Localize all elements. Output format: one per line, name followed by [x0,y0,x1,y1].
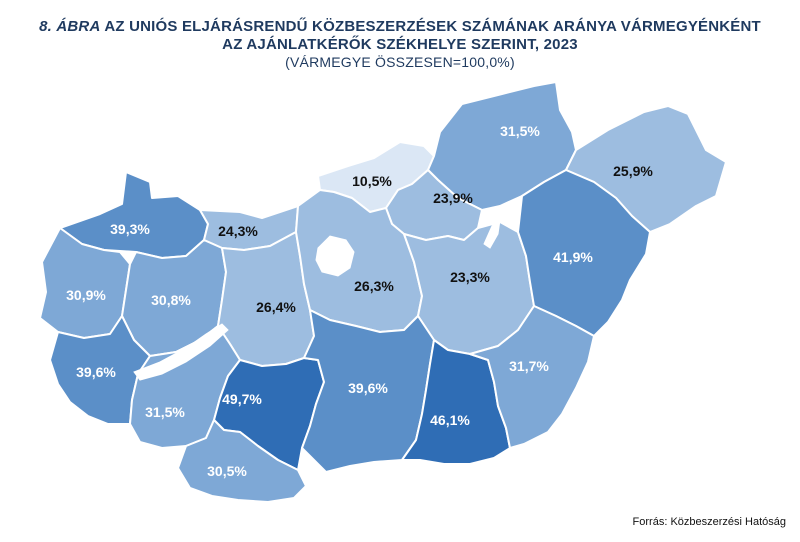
label-bacs: 39,6% [348,380,388,396]
label-somogy: 31,5% [145,404,185,420]
lake-balaton [133,323,229,381]
lake-tisza [483,218,501,249]
label-hajdu: 41,9% [553,249,593,265]
label-tolna: 49,7% [222,391,262,407]
label-heves: 23,9% [433,190,473,206]
figure-number: 8. ÁBRA [39,18,101,35]
label-vas: 30,9% [66,287,106,303]
label-nograd: 10,5% [352,173,392,189]
region-tolna[interactable] [213,357,325,471]
label-szolnok: 23,3% [450,269,490,285]
source-note: Forrás: Közbeszerzési Hatóság [632,516,786,528]
label-baranya: 30,5% [207,463,247,479]
label-fejer: 26,4% [256,299,296,315]
label-szabolcs: 25,9% [613,163,653,179]
chart-title: 8. ÁBRA AZ UNIÓS ELJÁRÁSRENDŰ KÖZBESZERZ… [0,18,800,71]
label-gyor: 39,3% [110,221,150,237]
title-line-2: AZ AJÁNLATKÉRŐK SZÉKHELYE SZERINT, 2023 [222,36,578,53]
label-pest: 26,3% [354,278,394,294]
label-borsod: 31,5% [500,123,540,139]
title-line-1: 8. ÁBRA AZ UNIÓS ELJÁRÁSRENDŰ KÖZBESZERZ… [0,18,800,36]
region-bekes[interactable] [469,305,595,449]
label-csongrad: 46,1% [430,412,470,428]
label-veszprem: 30,8% [151,292,191,308]
title-line-3: (VÁRMEGYE ÖSSZESEN=100,0%) [285,54,515,70]
title-text-1: AZ UNIÓS ELJÁRÁSRENDŰ KÖZBESZERZÉSEK SZÁ… [104,18,761,35]
region-baranya[interactable] [177,419,307,503]
label-zala: 39,6% [76,364,116,380]
budapest-area [315,235,355,277]
label-bekes: 31,7% [509,358,549,374]
label-komarom: 24,3% [218,223,258,239]
